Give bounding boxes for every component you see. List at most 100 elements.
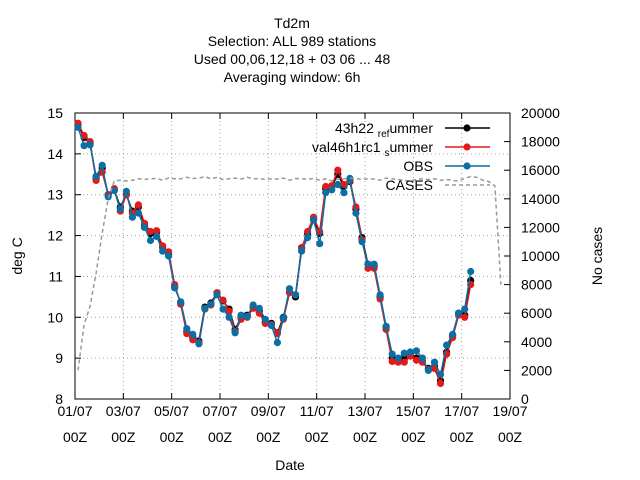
x-tick-label-date: 15/07 [396, 403, 431, 419]
x-tick-label-date: 17/07 [444, 403, 479, 419]
legend-marker-2 [463, 162, 471, 170]
series-2-point [140, 223, 149, 231]
x-tick-label-hour: 00Z [111, 429, 136, 445]
x-tick-label-date: 05/07 [154, 403, 189, 419]
series-2-point [146, 236, 155, 245]
x-tick-label-hour: 00Z [305, 429, 330, 445]
x-tick-label-hour: 00Z [63, 429, 88, 445]
legend-label-2: OBS [403, 158, 433, 174]
series-2-point [92, 172, 100, 180]
series-2-point [443, 341, 451, 349]
series-2-point [128, 213, 136, 221]
x-tick-label-date: 13/07 [347, 403, 382, 419]
y2-tick-label: 10000 [521, 248, 560, 264]
x-tick-label-hour: 00Z [498, 429, 523, 445]
x-tick-label-hour: 00Z [401, 429, 426, 445]
x-tick-label-date: 11/07 [300, 403, 334, 419]
title-line-1: Selection: ALL 989 stations [208, 33, 376, 49]
series-1-point [388, 357, 396, 365]
legend-marker-0 [463, 124, 471, 132]
title-line-0: Td2m [274, 15, 310, 31]
series-2-point [412, 347, 420, 355]
series-2-point [171, 284, 179, 292]
y-tick-label: 15 [47, 105, 63, 121]
x-tick-label-hour: 00Z [256, 429, 281, 445]
y2-axis-label: No cases [589, 227, 605, 285]
series-2-point [98, 161, 106, 169]
series-2-point [279, 314, 287, 322]
series-2-point [183, 325, 191, 333]
series-2-point [370, 260, 378, 268]
series-2-point [255, 304, 263, 312]
series-2-point [189, 330, 197, 338]
series-2-point [352, 209, 360, 217]
series-2-point [298, 247, 306, 255]
x-tick-label-date: 03/07 [106, 403, 141, 419]
series-2-point [243, 312, 251, 321]
x-tick-label-hour: 00Z [160, 429, 185, 445]
x-tick-label-date: 07/07 [202, 403, 237, 419]
chart-title: Td2m Selection: ALL 989 stations Used 00,0… [194, 15, 391, 85]
series-2-point [122, 187, 130, 195]
series-2-point [285, 285, 294, 293]
series-2-point [110, 187, 118, 195]
series-2-point [322, 189, 330, 197]
series-2-point [80, 142, 88, 150]
series-2-point [261, 315, 269, 323]
series-1-point [322, 182, 330, 191]
series-2-point [364, 260, 372, 268]
series-2-point [334, 180, 342, 189]
axis-ticks: 8 9 10 11 12 13 14 15 0 2000 4000 6000 8000 10000 1200… [47, 105, 560, 445]
series-2-point [213, 291, 221, 299]
series-1-point [146, 227, 155, 236]
series-2-point [74, 123, 82, 131]
y-tick-label: 9 [55, 350, 63, 366]
series-2-point [159, 247, 167, 255]
series-2-point [249, 301, 257, 309]
series-2-point [376, 291, 384, 299]
y2-tick-label: 14000 [521, 191, 560, 207]
series-line-3 [77, 175, 502, 371]
series-1-point [436, 379, 445, 388]
y2-tick-label: 4000 [521, 334, 552, 350]
y2-tick-label: 20000 [521, 105, 560, 121]
series-2-point [436, 370, 445, 379]
series-2-point [340, 189, 348, 197]
series-2-point [165, 252, 173, 260]
series-1-point [153, 227, 161, 235]
x-tick-label-hour: 00Z [353, 429, 378, 445]
series-2-point [304, 234, 312, 242]
series-2-point [467, 267, 475, 276]
legend-label-1: val46h1rc1 summer [312, 139, 433, 159]
series-1-point [134, 201, 142, 209]
y2-tick-label: 12000 [521, 219, 560, 235]
y-tick-label: 12 [47, 228, 63, 244]
y2-tick-label: 6000 [521, 305, 552, 321]
series-2-point [231, 329, 239, 337]
series-2-point [86, 141, 94, 149]
series-2-point [328, 186, 336, 194]
series-2-point [418, 354, 426, 362]
series-1-point [80, 131, 88, 140]
series-1-point [461, 313, 469, 321]
series-2-point [400, 349, 408, 357]
x-tick-label-date: 09/07 [251, 403, 286, 419]
series-1-point [412, 356, 420, 364]
series-2-point [358, 238, 366, 246]
y-axis-label: deg C [9, 237, 25, 274]
y-tick-label: 13 [47, 187, 63, 203]
series-2-point [201, 304, 209, 312]
series-1-point [219, 296, 227, 304]
y-tick-label: 14 [47, 146, 63, 162]
y-tick-label: 8 [55, 391, 63, 407]
y2-tick-label: 2000 [521, 362, 552, 378]
y2-tick-label: 8000 [521, 277, 552, 293]
x-tick-label-date: 19/07 [492, 403, 527, 419]
y-tick-label: 11 [48, 268, 63, 284]
series-2-point [449, 330, 457, 338]
title-line-3: Averaging window: 6h [224, 69, 361, 85]
series-2-point [461, 305, 469, 313]
series-2-point [346, 174, 354, 182]
